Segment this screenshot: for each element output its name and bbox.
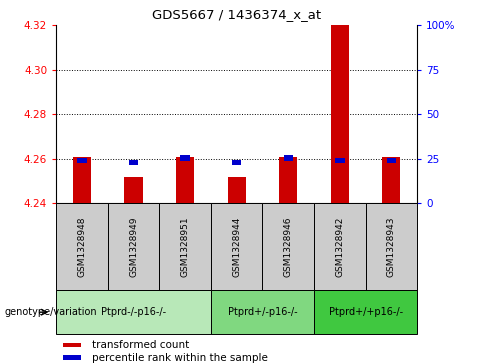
Bar xyxy=(77,158,86,163)
Text: GSM1328942: GSM1328942 xyxy=(335,217,345,277)
Bar xyxy=(331,25,349,203)
Bar xyxy=(129,160,138,166)
Bar xyxy=(228,176,246,203)
Bar xyxy=(56,290,211,334)
Bar xyxy=(284,155,293,161)
Bar xyxy=(73,156,91,203)
Bar xyxy=(232,160,242,166)
Bar xyxy=(211,290,314,334)
Bar xyxy=(181,155,190,161)
Bar xyxy=(387,158,396,163)
Text: GSM1328943: GSM1328943 xyxy=(387,217,396,277)
Text: transformed count: transformed count xyxy=(92,340,189,350)
Text: genotype/variation: genotype/variation xyxy=(5,307,98,317)
Bar xyxy=(314,290,417,334)
Text: Ptprd+/+p16-/-: Ptprd+/+p16-/- xyxy=(328,307,403,317)
Text: GSM1328944: GSM1328944 xyxy=(232,217,241,277)
Bar xyxy=(211,203,263,290)
Text: GSM1328948: GSM1328948 xyxy=(78,217,86,277)
Bar xyxy=(383,156,401,203)
Bar xyxy=(263,203,314,290)
Text: GSM1328946: GSM1328946 xyxy=(284,217,293,277)
Text: GSM1328949: GSM1328949 xyxy=(129,217,138,277)
Title: GDS5667 / 1436374_x_at: GDS5667 / 1436374_x_at xyxy=(152,8,321,21)
Bar xyxy=(314,203,366,290)
Text: percentile rank within the sample: percentile rank within the sample xyxy=(92,353,268,363)
Bar xyxy=(159,203,211,290)
Bar xyxy=(63,343,81,347)
Bar xyxy=(56,203,108,290)
Bar xyxy=(366,203,417,290)
Bar xyxy=(108,203,159,290)
Bar xyxy=(279,156,297,203)
Text: GSM1328951: GSM1328951 xyxy=(181,216,190,277)
Bar xyxy=(124,176,142,203)
Text: Ptprd-/-p16-/-: Ptprd-/-p16-/- xyxy=(101,307,166,317)
Bar xyxy=(335,158,345,163)
Text: Ptprd+/-p16-/-: Ptprd+/-p16-/- xyxy=(228,307,297,317)
Bar xyxy=(176,156,194,203)
Bar xyxy=(63,355,81,360)
